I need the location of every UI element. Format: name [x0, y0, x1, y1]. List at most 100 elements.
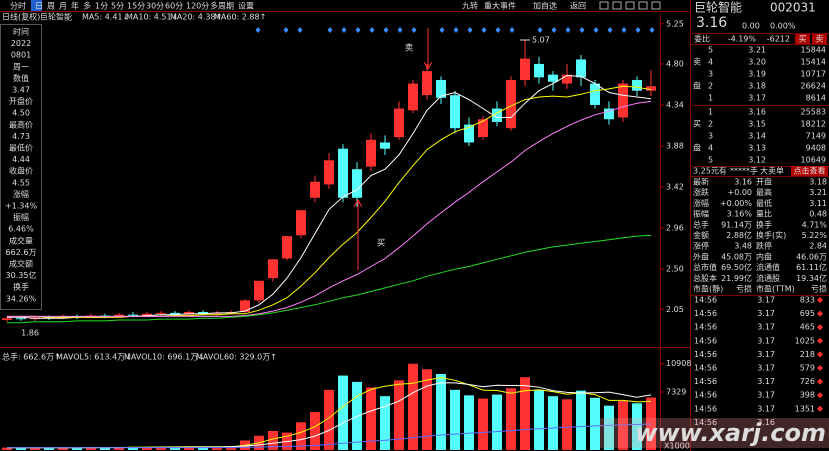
event-marker[interactable] — [481, 27, 487, 33]
candle-body — [156, 312, 166, 314]
candle-body — [534, 63, 544, 78]
volume-bar — [604, 405, 614, 450]
label: 委比 — [694, 34, 710, 44]
event-marker[interactable] — [283, 27, 289, 33]
event-marker[interactable] — [565, 27, 571, 33]
candle-body — [366, 139, 376, 167]
trade-time: 14:56 — [694, 296, 717, 305]
event-marker[interactable] — [411, 27, 417, 33]
legend-entry: MAVOL5: 613.4万↓ — [56, 353, 132, 362]
stat-label: 涨幅 — [693, 198, 709, 208]
toolbar-icon[interactable] — [638, 1, 648, 10]
period-tab[interactable]: 1分 — [95, 2, 108, 11]
trade-volume: 726 — [800, 377, 815, 386]
event-marker[interactable] — [607, 27, 613, 33]
stat-value: 2.84 — [809, 242, 827, 251]
view-button[interactable] — [791, 166, 828, 176]
trade-button-label[interactable]: 买 — [799, 35, 807, 44]
toolbar-action[interactable]: 加自选 — [533, 1, 557, 11]
event-marker[interactable] — [255, 27, 261, 33]
volume-bar — [590, 397, 600, 450]
period-tab[interactable]: 5分 — [111, 2, 124, 11]
info-line: 6.46% — [8, 225, 34, 234]
period-tab[interactable]: 设置 — [238, 1, 254, 11]
trade-button-label[interactable]: 卖 — [816, 35, 824, 44]
volume-bar — [366, 387, 376, 450]
toolbar-action[interactable]: 重大事件 — [484, 1, 516, 11]
event-marker[interactable] — [355, 27, 361, 33]
event-marker[interactable] — [453, 27, 459, 33]
candle-body — [310, 181, 320, 198]
event-marker[interactable] — [635, 27, 641, 33]
event-marker[interactable] — [439, 27, 445, 33]
event-marker[interactable] — [327, 27, 333, 33]
info-line: 开盘价 — [9, 96, 33, 106]
event-marker[interactable] — [649, 27, 655, 33]
event-marker[interactable] — [537, 27, 543, 33]
period-tab[interactable]: 周 — [47, 2, 55, 11]
period-tab[interactable]: 多 — [83, 1, 91, 11]
event-marker[interactable] — [551, 27, 557, 33]
candle-body — [576, 59, 586, 78]
trade-volume: 579 — [800, 364, 815, 373]
view-button-label[interactable]: 点击查看 — [794, 166, 826, 176]
info-line: 振幅 — [13, 212, 29, 222]
ask-volume: 26624 — [801, 82, 826, 91]
event-marker[interactable] — [495, 27, 501, 33]
toolbar-icon[interactable] — [625, 1, 635, 10]
toolbar-action[interactable]: 九转 — [462, 1, 478, 11]
stat-label: 市盈(TTM) — [756, 284, 795, 294]
candle-body — [590, 83, 600, 105]
volume-bar — [58, 447, 68, 450]
stat-value: 3.16% — [727, 210, 753, 219]
chart-title: 日线(复权) — [2, 12, 40, 22]
event-marker[interactable] — [383, 27, 389, 33]
period-tab[interactable]: 30分 — [146, 2, 164, 11]
candle-body — [478, 119, 488, 138]
stat-value: 3.11 — [809, 199, 827, 208]
event-marker[interactable] — [579, 27, 585, 33]
stat-label: 换手 — [756, 219, 772, 229]
info-line: +1.34% — [5, 202, 38, 211]
event-marker[interactable] — [621, 27, 627, 33]
watermark-glow — [600, 418, 829, 448]
stat-value: 3.21 — [809, 188, 827, 197]
period-tab[interactable]: 120分 — [186, 2, 209, 11]
volume-bar — [506, 388, 516, 450]
side-label: 盘 — [693, 143, 701, 153]
period-tab[interactable]: 多周期 — [210, 1, 234, 11]
stat-label: 内盘 — [756, 251, 772, 261]
period-tab[interactable]: 日 — [35, 2, 43, 11]
period-tab[interactable]: 月 — [59, 2, 67, 11]
toolbar-icon[interactable] — [612, 1, 622, 10]
period-tab[interactable]: 分时 — [10, 1, 26, 11]
event-marker[interactable] — [467, 27, 473, 33]
candle-body — [464, 124, 474, 143]
trade-button[interactable] — [795, 34, 810, 44]
event-marker[interactable] — [397, 27, 403, 33]
event-marker[interactable] — [297, 27, 303, 33]
event-marker[interactable] — [369, 27, 375, 33]
toolbar-icon[interactable] — [651, 1, 661, 10]
volume-bar — [422, 369, 432, 450]
trade-time: 14:56 — [694, 350, 717, 359]
period-tab[interactable]: 60分 — [165, 2, 183, 11]
period-tab[interactable]: 年 — [71, 1, 79, 11]
toolbar-icon[interactable] — [599, 1, 609, 10]
period-tab[interactable]: 15分 — [127, 2, 145, 11]
volume-bar — [450, 389, 460, 450]
event-marker[interactable] — [593, 27, 599, 33]
event-marker[interactable] — [341, 27, 347, 33]
event-marker[interactable] — [509, 27, 515, 33]
watermark: www.xarj.com — [635, 419, 826, 447]
toolbar-action[interactable]: 返回 — [570, 2, 586, 11]
legend-entry: MA10: 4.51↓ — [126, 13, 178, 22]
trade-button[interactable] — [812, 34, 827, 44]
ask-price: 3.21 — [748, 46, 766, 55]
y-tick-label: 2.50 — [666, 265, 684, 274]
trade-time: 14:56 — [694, 323, 717, 332]
price-change: 0.00 — [742, 22, 760, 31]
trade-time: 14:56 — [694, 377, 717, 386]
stat-value: 91.14万 — [721, 220, 752, 229]
